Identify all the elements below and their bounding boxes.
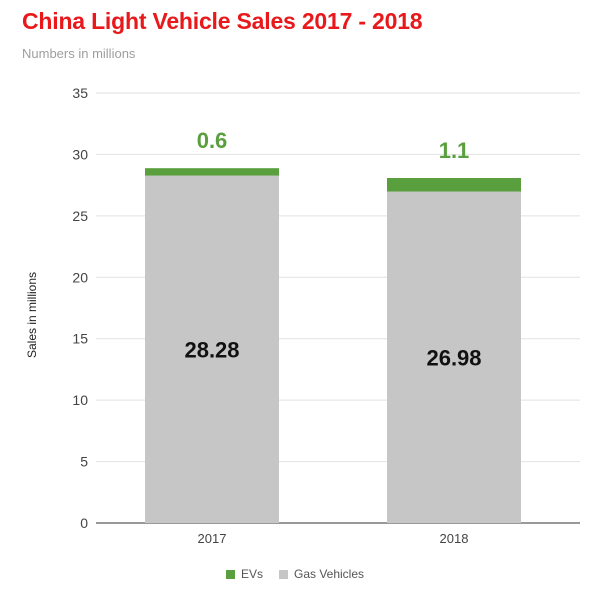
data-label-evs-2017: 0.6 <box>197 128 228 153</box>
legend-label-evs: EVs <box>240 567 263 581</box>
y-tick-label-10: 10 <box>72 392 88 408</box>
chart-title: China Light Vehicle Sales 2017 - 2018 <box>22 8 423 34</box>
bars: 28.28 0.6 26.98 1.1 <box>145 128 521 523</box>
y-tick-label-5: 5 <box>80 454 88 470</box>
y-tick-label-20: 20 <box>72 269 88 285</box>
legend-swatch-evs <box>225 569 235 579</box>
y-tick-label-0: 0 <box>80 515 88 531</box>
x-axis-ticks: 2017 2018 <box>198 531 469 546</box>
data-label-evs-2018: 1.1 <box>439 138 470 163</box>
legend-swatch-gas-vehicles <box>278 569 288 579</box>
bar-evs-2018 <box>387 178 521 192</box>
y-axis-label: Sales in millions <box>25 272 39 358</box>
y-tick-label-30: 30 <box>72 146 88 162</box>
y-axis-ticks: 0 5 10 15 20 25 30 35 <box>72 85 88 531</box>
bar-evs-2017 <box>145 168 279 176</box>
y-tick-label-35: 35 <box>72 85 88 101</box>
legend-label-gas-vehicles: Gas Vehicles <box>293 567 365 581</box>
bar-gas-vehicles-2018 <box>387 191 521 523</box>
chart-subtitle: Numbers in millions <box>22 46 136 61</box>
y-tick-label-15: 15 <box>72 331 88 347</box>
data-label-gas-vehicles-2017: 28.28 <box>184 337 239 362</box>
data-label-gas-vehicles-2018: 26.98 <box>426 345 481 370</box>
x-tick-label-2018: 2018 <box>440 531 469 546</box>
x-tick-label-2017: 2017 <box>198 531 227 546</box>
legend-item-evs: EVs <box>225 567 263 581</box>
legend-item-gas-vehicles: Gas Vehicles <box>278 567 365 581</box>
legend: EVs Gas Vehicles <box>0 567 590 581</box>
y-tick-label-25: 25 <box>72 208 88 224</box>
bar-gas-vehicles-2017 <box>145 175 279 523</box>
